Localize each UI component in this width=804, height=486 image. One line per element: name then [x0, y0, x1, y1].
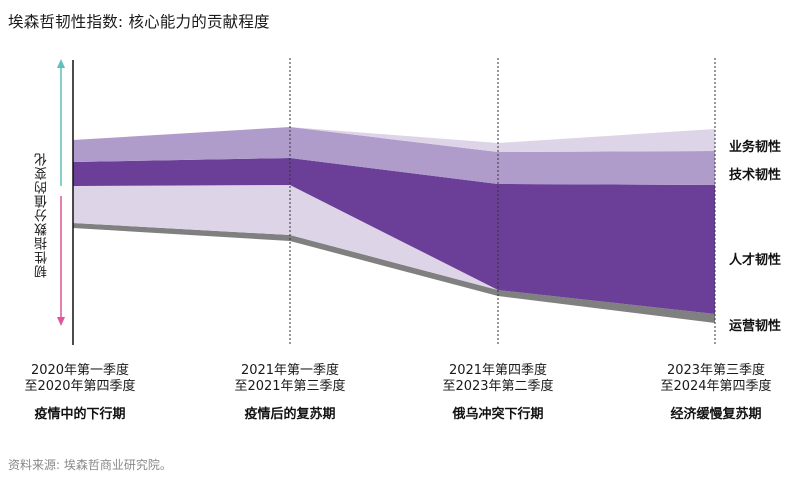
up-arrow-head — [57, 59, 65, 68]
period-label-3: 2021年第四季度 至2023年第二季度 俄乌冲突下行期 — [408, 363, 588, 422]
period-range-line2: 至2024年第四季度 — [660, 379, 772, 394]
y-axis-label-wrap: 韧性指数分值的变化 — [22, 120, 62, 310]
area-layers — [73, 127, 715, 323]
period-name: 疫情后的复苏期 — [244, 407, 336, 422]
period-guides — [289, 58, 716, 346]
legend-label-operations: 运营韧性 — [729, 319, 782, 334]
legend-label-business: 业务韧性 — [729, 140, 782, 155]
down-arrow-icon — [57, 196, 65, 326]
period-label-1: 2020年第一季度 至2020年第四季度 疫情中的下行期 — [0, 363, 170, 422]
source-note: 资料来源: 埃森哲商业研究院。 — [8, 458, 172, 472]
area-layer-5 — [73, 127, 715, 152]
period-name: 俄乌冲突下行期 — [452, 407, 544, 422]
area-layer-4 — [73, 127, 715, 185]
period-label-2: 2021年第一季度 至2021年第三季度 疫情后的复苏期 — [200, 363, 380, 422]
period-range-line1: 2021年第四季度 — [448, 363, 548, 378]
period-range-line1: 2020年第一季度 — [30, 363, 130, 378]
period-name: 经济缓慢复苏期 — [670, 407, 762, 422]
period-range-line2: 至2020年第四季度 — [24, 379, 136, 394]
area-layer-1 — [73, 223, 715, 323]
area-layer-2 — [73, 185, 715, 314]
period-range-line2: 至2023年第二季度 — [442, 379, 554, 394]
down-arrow-head — [57, 317, 65, 326]
legend-label-technology: 技术韧性 — [729, 168, 782, 183]
up-arrow-icon — [57, 59, 65, 186]
period-range-line1: 2021年第一季度 — [240, 363, 340, 378]
chart-title: 埃森哲韧性指数: 核心能力的贡献程度 — [8, 13, 270, 31]
period-range-line2: 至2021年第三季度 — [234, 379, 346, 394]
legend-label-talent: 人才韧性 — [729, 253, 782, 268]
period-name: 疫情中的下行期 — [34, 407, 126, 422]
period-range-line1: 2023年第三季度 — [666, 363, 766, 378]
area-layer-3 — [73, 158, 715, 314]
period-label-4: 2023年第三季度 至2024年第四季度 经济缓慢复苏期 — [626, 363, 804, 422]
y-axis-label: 韧性指数分值的变化 — [34, 152, 50, 278]
